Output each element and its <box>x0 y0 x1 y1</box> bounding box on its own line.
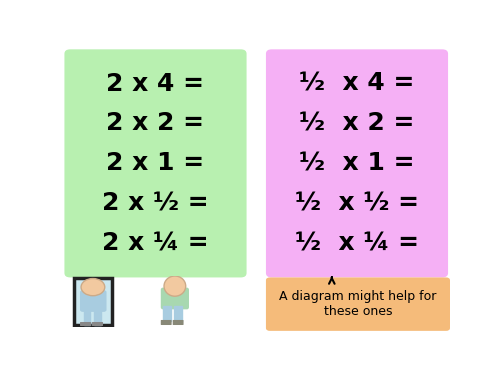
Text: 2 x ½ =: 2 x ½ = <box>102 191 209 215</box>
FancyBboxPatch shape <box>266 278 450 331</box>
Text: ½  x ½ =: ½ x ½ = <box>295 191 419 215</box>
Text: ½  x ¼ =: ½ x ¼ = <box>295 231 419 255</box>
FancyBboxPatch shape <box>266 50 448 278</box>
Text: 2 x 1 =: 2 x 1 = <box>106 152 204 176</box>
Text: 2 x 4 =: 2 x 4 = <box>106 72 204 96</box>
Text: ½  x 4 =: ½ x 4 = <box>300 72 414 96</box>
FancyBboxPatch shape <box>64 50 246 278</box>
Text: 2 x ¼ =: 2 x ¼ = <box>102 231 209 255</box>
Text: ½  x 2 =: ½ x 2 = <box>300 111 414 135</box>
Text: ½  x 1 =: ½ x 1 = <box>299 152 415 176</box>
Text: 2 x 2 =: 2 x 2 = <box>106 111 204 135</box>
Text: A diagram might help for
these ones: A diagram might help for these ones <box>280 290 436 318</box>
